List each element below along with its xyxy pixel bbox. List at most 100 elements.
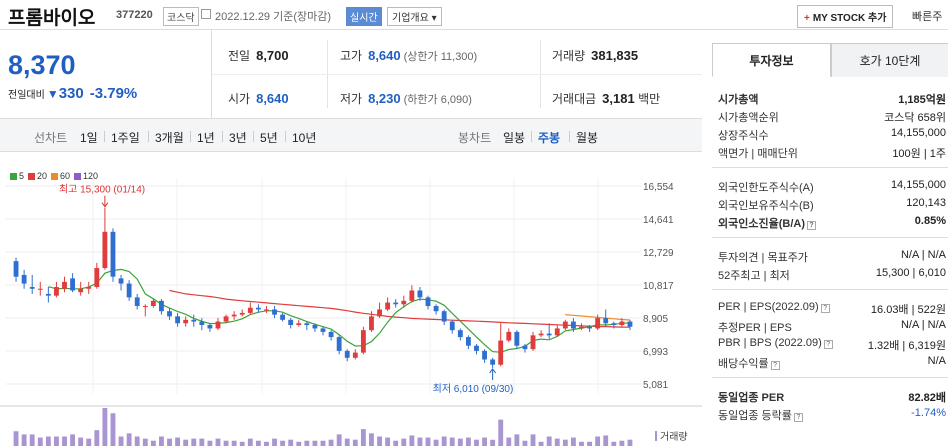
- volume-bar: [70, 434, 76, 446]
- volume-bar: [94, 430, 100, 446]
- candle-body: [175, 316, 181, 324]
- candle-body: [264, 309, 269, 311]
- volume-bar: [150, 440, 156, 446]
- legend-label: 60: [60, 171, 71, 181]
- candle-body: [45, 293, 51, 296]
- info-row: 배당수익률? N/A: [718, 353, 948, 371]
- candle-body: [522, 345, 528, 350]
- candle-body: [320, 328, 326, 332]
- line-chart-label: 선차트: [34, 131, 68, 145]
- line-period-6[interactable]: 10년: [292, 131, 317, 145]
- candle-body: [54, 287, 59, 296]
- low-annotation: 최저 6,010 (09/30): [433, 383, 514, 395]
- quick-link[interactable]: 빠른주: [912, 11, 943, 23]
- candle-body: [118, 278, 124, 284]
- change-label: 전일대비: [8, 90, 45, 101]
- line-period-2[interactable]: 3개월: [155, 131, 184, 145]
- realtime-button[interactable]: 실시간: [346, 7, 382, 26]
- tab-invest-info[interactable]: 투자정보: [712, 43, 831, 77]
- info-tabs: 투자정보 호가 10단계: [712, 43, 948, 77]
- volume-bar: [183, 439, 189, 446]
- candle-body: [37, 288, 43, 290]
- add-mystock-button[interactable]: + MY STOCK 추가: [797, 5, 894, 28]
- candle-body: [215, 321, 221, 329]
- tab-quote-10[interactable]: 호가 10단계: [831, 43, 948, 77]
- candle-body: [482, 350, 487, 360]
- candle-period-1[interactable]: 주봉: [538, 131, 561, 145]
- candle-body: [433, 306, 439, 312]
- help-icon[interactable]: ?: [820, 304, 830, 313]
- legend-label: 20: [37, 171, 48, 181]
- volume-bar: [21, 434, 27, 446]
- amount: 거래대금 3,181 백만: [552, 90, 660, 107]
- line-period-1[interactable]: 1주일: [111, 131, 140, 145]
- volume-bar: [264, 441, 269, 446]
- chart-toolbar: 선차트 1일 1주일 3개월 1년 3년 5년 10년 봉차트 일봉 주봉 월봉: [0, 118, 702, 152]
- help-icon[interactable]: ?: [807, 221, 816, 230]
- volume-bar: [401, 438, 407, 446]
- candle-body: [498, 340, 504, 365]
- help-icon[interactable]: ?: [770, 361, 780, 370]
- info-row-label: 상장주식수: [718, 130, 769, 142]
- candle-body: [280, 314, 286, 320]
- candle-body: [393, 302, 399, 305]
- candle-body: [86, 287, 92, 289]
- volume-bar: [506, 437, 512, 446]
- volume-bar: [239, 441, 245, 446]
- volume-bar: [62, 436, 67, 446]
- info-row-label: 52주최고 | 최저: [718, 270, 790, 282]
- candle-body: [441, 311, 447, 322]
- line-period-3[interactable]: 1년: [197, 131, 215, 145]
- candle-body: [474, 345, 479, 351]
- legend-label: 5: [19, 171, 25, 181]
- info-row-label: 투자의견 | 목표주가: [718, 252, 808, 264]
- volume-bar: [288, 439, 294, 446]
- candle-body: [134, 297, 140, 307]
- candle-period-2[interactable]: 월봉: [576, 131, 599, 145]
- volume-bar: [167, 438, 172, 446]
- volume-bar: [336, 434, 342, 446]
- info-row: 투자의견 | 목표주가 N/A | N/A: [718, 247, 948, 265]
- volume-bar: [223, 440, 229, 446]
- candle-body: [239, 312, 245, 315]
- volume: 거래량 381,835: [552, 47, 638, 64]
- volume-bar: [522, 440, 528, 446]
- volume-bar: [134, 436, 140, 446]
- candle-body: [296, 323, 302, 325]
- volume-bar: [86, 438, 92, 446]
- line-period-0[interactable]: 1일: [80, 131, 98, 145]
- company-info-dropdown[interactable]: 기업개요 ▾: [387, 7, 442, 26]
- divider: [712, 377, 948, 378]
- stock-header: 프롬바이오 377220 코스닥 2022.12.29 기준(장마감) 실시간 …: [0, 0, 948, 30]
- candle-body: [312, 324, 318, 329]
- candle-body: [223, 316, 229, 322]
- y-tick-label: 6,993: [643, 347, 668, 358]
- volume-bar: [231, 440, 237, 446]
- volume-bar: [29, 434, 35, 446]
- info-row-value: 15,300 | 6,010: [875, 267, 946, 279]
- info-row-label: 액면가 | 매매단위: [718, 148, 798, 160]
- help-icon[interactable]: ?: [823, 340, 833, 349]
- candle-body: [94, 268, 100, 288]
- invest-info-panel: 투자정보 호가 10단계 시가총액 1,185억원 시가총액순위 코스닥 658위 상장…: [712, 43, 948, 446]
- divider: [190, 131, 191, 142]
- volume-bar: [175, 437, 181, 446]
- candle-period-0[interactable]: 일봉: [503, 131, 526, 145]
- candle-body: [29, 287, 35, 289]
- info-row-value: 100원 | 1주: [892, 148, 946, 160]
- line-period-4[interactable]: 3년: [229, 131, 247, 145]
- volume-bar: [441, 436, 447, 446]
- candle-body: [336, 337, 342, 351]
- volume-bar: [110, 413, 116, 446]
- info-row-value: 16.03배 | 522원: [870, 304, 946, 316]
- line-period-5[interactable]: 5년: [260, 131, 278, 145]
- volume-bar: [587, 441, 592, 446]
- volume-bar: [377, 436, 382, 446]
- info-row-value: 14,155,000: [890, 127, 946, 139]
- help-icon[interactable]: ?: [793, 413, 803, 422]
- high-value: 8,640: [368, 48, 401, 63]
- volume-bar: [78, 437, 84, 446]
- low: 저가 8,230 (하한가 6,090): [340, 90, 472, 107]
- ma20-line: [169, 289, 631, 328]
- divider: [285, 131, 286, 142]
